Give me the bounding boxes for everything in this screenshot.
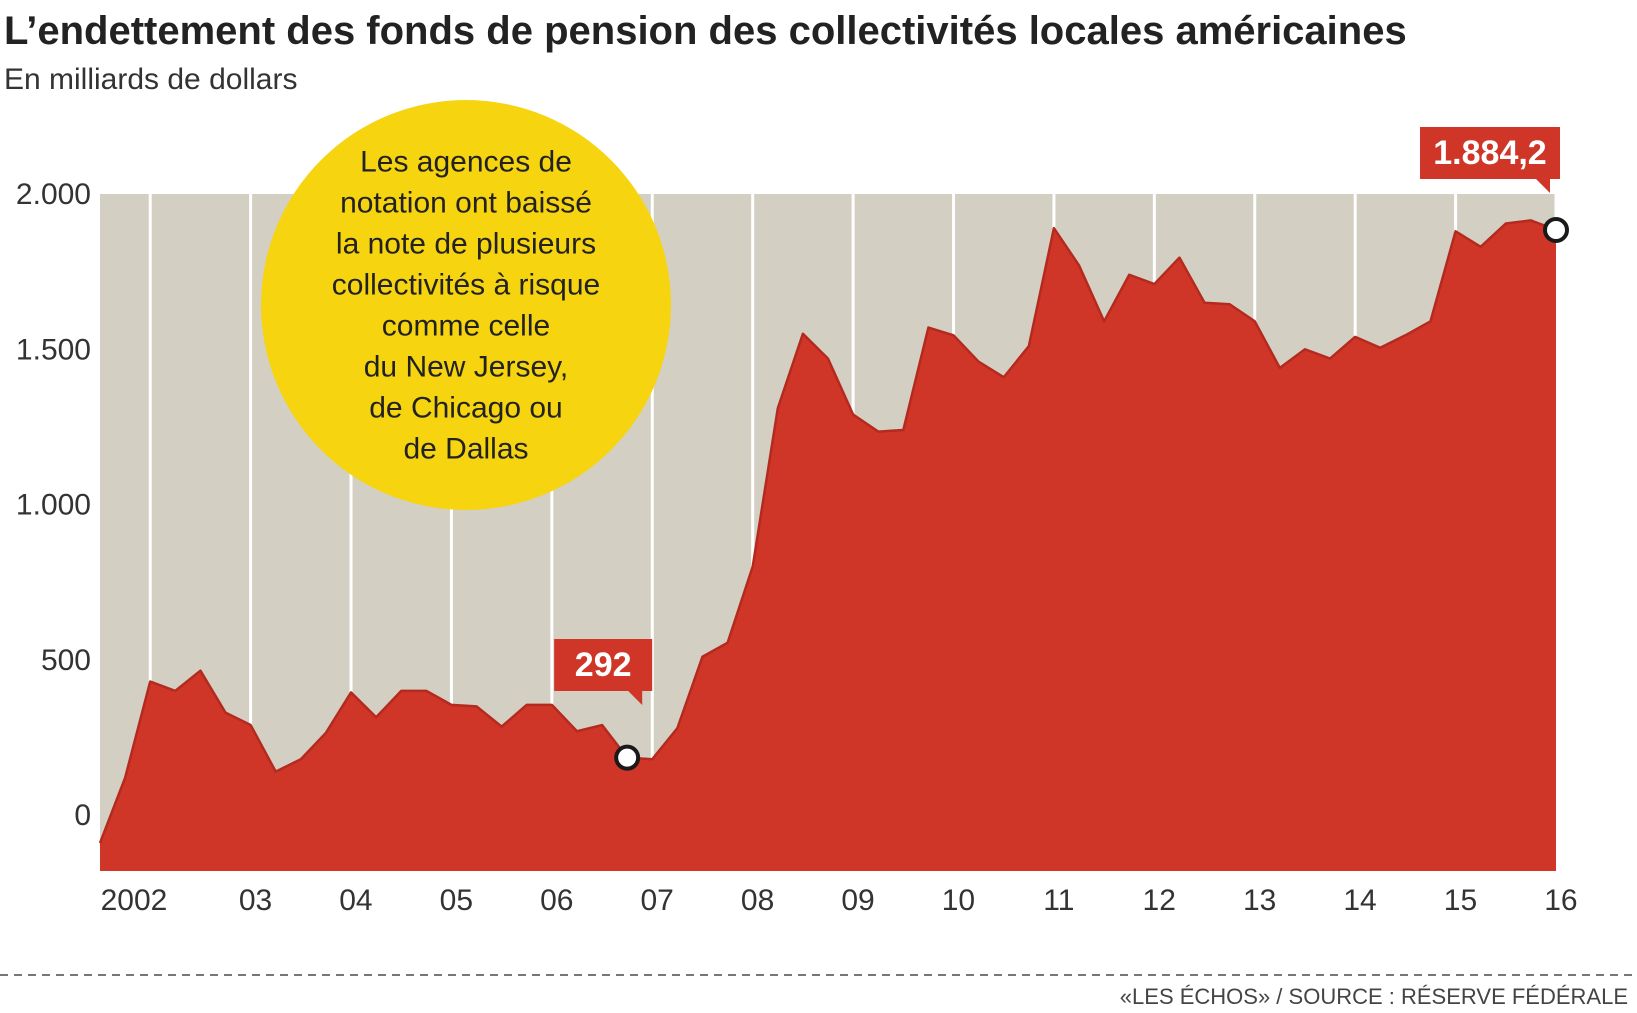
chart-subtitle: En milliards de dollars bbox=[4, 63, 297, 96]
x-tick-label: 16 bbox=[1544, 884, 1577, 917]
data-point-marker bbox=[614, 744, 641, 771]
x-tick-label: 03 bbox=[239, 884, 272, 917]
data-point-marker bbox=[1543, 216, 1569, 243]
annotation-bubble: Les agences de notation ont baissé la note… bbox=[261, 100, 671, 510]
y-tick-label: 1.500 bbox=[16, 333, 91, 366]
annotation-circle bbox=[261, 100, 671, 510]
y-tick-label: 0 bbox=[74, 799, 91, 832]
source-note: «LES ÉCHOS» / SOURCE : RÉSERVE FÉDÉRALE bbox=[1120, 984, 1628, 1009]
x-tick-label: 12 bbox=[1143, 884, 1176, 917]
plot-area bbox=[98, 194, 1558, 871]
annotation-line: de Chicago ou bbox=[369, 392, 562, 425]
callout-pointer bbox=[628, 691, 643, 705]
annotation-line: comme celle bbox=[382, 310, 550, 343]
annotation-line: collectivités à risque bbox=[332, 269, 600, 302]
callout-label: 1.884,2 bbox=[1433, 134, 1546, 172]
value-callouts: 292 1.884,2 bbox=[554, 127, 1569, 771]
x-tick-label: 08 bbox=[741, 884, 774, 917]
callout-box bbox=[554, 639, 653, 691]
callout-box bbox=[1420, 127, 1560, 179]
x-tick-label: 2002 bbox=[101, 884, 168, 917]
chart-title: L’endettement des fonds de pension des c… bbox=[4, 9, 1407, 53]
area-series-edge bbox=[98, 219, 1557, 844]
annotation-line: de Dallas bbox=[403, 433, 528, 466]
y-tick-label: 2.000 bbox=[16, 178, 91, 211]
x-tick-label: 05 bbox=[440, 884, 473, 917]
x-tick-label: 10 bbox=[942, 884, 975, 917]
x-tick-label: 13 bbox=[1243, 884, 1276, 917]
annotation-line: la note de plusieurs bbox=[336, 228, 596, 261]
callout-pointer bbox=[1536, 179, 1550, 193]
axes: 2.000 1.500 1.000 500 0 2002 03 04 05 06 07 08 09 10 1… bbox=[16, 178, 1578, 917]
x-tick-label: 09 bbox=[841, 884, 874, 917]
area-series bbox=[100, 220, 1556, 871]
x-tick-label: 07 bbox=[640, 884, 673, 917]
x-tick-label: 06 bbox=[540, 884, 573, 917]
callout: 1.884,2 bbox=[1420, 127, 1569, 243]
callout-label: 292 bbox=[575, 646, 632, 684]
x-tick-label: 04 bbox=[339, 884, 372, 917]
y-tick-label: 1.000 bbox=[16, 489, 91, 522]
x-tick-label: 11 bbox=[1043, 884, 1074, 917]
annotation-line: Les agences de bbox=[360, 146, 572, 179]
annotation-line: notation ont baissé bbox=[340, 187, 592, 220]
x-tick-label: 14 bbox=[1343, 884, 1376, 917]
annotation-line: du New Jersey, bbox=[364, 351, 569, 384]
y-tick-label: 500 bbox=[41, 644, 91, 677]
callout: 292 bbox=[554, 639, 653, 771]
x-tick-label: 15 bbox=[1444, 884, 1477, 917]
